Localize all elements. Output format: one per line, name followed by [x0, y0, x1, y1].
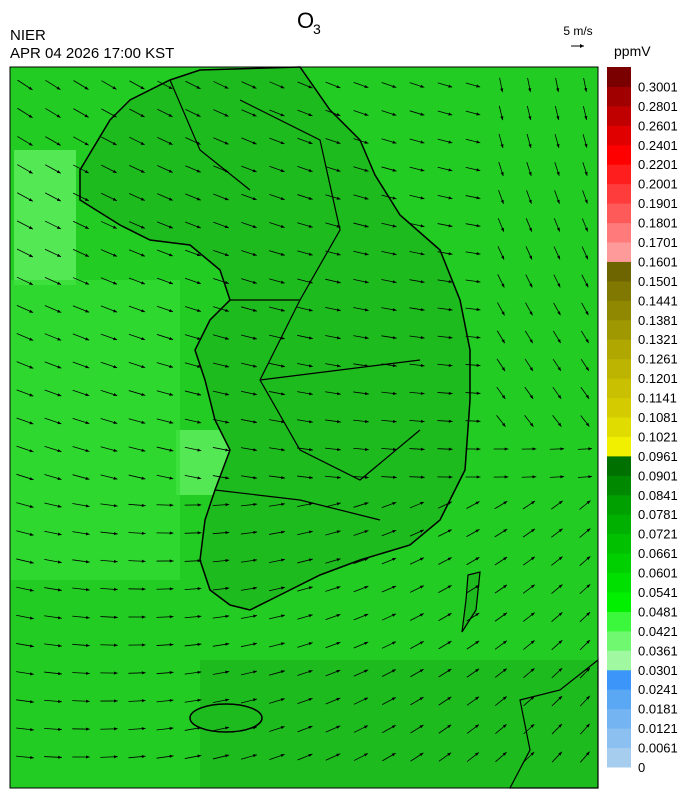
ozone-patch: [10, 280, 180, 580]
datetime: APR 04 2026 17:00 KST: [10, 45, 174, 62]
colorbar-segment: [607, 339, 631, 359]
colorbar-label: 0.0901: [638, 468, 678, 483]
colorbar-segment: [607, 495, 631, 515]
colorbar-label: 0.2001: [638, 177, 678, 192]
colorbar-segment: [607, 281, 631, 301]
colorbar-segment: [607, 106, 631, 126]
colorbar-segment: [607, 456, 631, 476]
colorbar-segment: [607, 378, 631, 398]
colorbar-label: 0.0661: [638, 546, 678, 561]
colorbar-segment: [607, 475, 631, 495]
colorbar-label: 0.0301: [638, 663, 678, 678]
colorbar-label: 0.0601: [638, 566, 678, 581]
colorbar-segment: [607, 670, 631, 690]
colorbar-segment: [607, 748, 631, 768]
colorbar-label: 0.0421: [638, 624, 678, 639]
colorbar-segment: [607, 359, 631, 379]
low-ozone-patch: [14, 150, 76, 285]
colorbar-segment: [607, 145, 631, 165]
colorbar-segment: [607, 689, 631, 709]
colorbar-segment: [607, 573, 631, 593]
colorbar-label: 0.1321: [638, 332, 678, 347]
colorbar-segment: [607, 553, 631, 573]
colorbar-label: 0.1021: [638, 429, 678, 444]
colorbar-label: 0.1081: [638, 410, 678, 425]
colorbar-label: 0.1501: [638, 274, 678, 289]
title: O: [297, 8, 314, 33]
colorbar-segment: [607, 242, 631, 262]
colorbar-segment: [607, 514, 631, 534]
colorbar-segment: [607, 164, 631, 184]
source: NIER: [10, 27, 46, 44]
colorbar-label: 0.0241: [638, 682, 678, 697]
colorbar-label: 0.2601: [638, 118, 678, 133]
colorbar-label: 0.1381: [638, 313, 678, 328]
colorbar-segment: [607, 300, 631, 320]
colorbar-label: 0.0841: [638, 488, 678, 503]
colorbar-label: 0.0121: [638, 721, 678, 736]
colorbar: 0 0.0061 0.0121 0.0181 0.0241 0.0301 0.0361 0.0…: [607, 67, 678, 775]
colorbar-segment: [607, 261, 631, 281]
colorbar-segment: [607, 223, 631, 243]
colorbar-label: 0.1901: [638, 196, 678, 211]
colorbar-label: 0.0181: [638, 702, 678, 717]
colorbar-label: 0.2801: [638, 99, 678, 114]
colorbar-label: 0.0541: [638, 585, 678, 600]
colorbar-segment: [607, 631, 631, 651]
colorbar-segment: [607, 436, 631, 456]
colorbar-segment: [607, 125, 631, 145]
wind-scale-label: 5 m/s: [563, 24, 592, 38]
colorbar-label: 0.0721: [638, 527, 678, 542]
colorbar-label: 0.0961: [638, 449, 678, 464]
colorbar-segment: [607, 728, 631, 748]
colorbar-label: 0.0361: [638, 643, 678, 658]
map: [10, 67, 598, 788]
colorbar-segment: [607, 611, 631, 631]
colorbar-segment: [607, 592, 631, 612]
colorbar-label: 0.1141: [638, 391, 677, 406]
colorbar-segment: [607, 650, 631, 670]
wind-scale-arrowhead: [580, 44, 584, 48]
colorbar-label: 0.1261: [638, 352, 678, 367]
colorbar-label: 0.1601: [638, 254, 678, 269]
colorbar-label: 0.2401: [638, 138, 678, 153]
colorbar-label: 0.3001: [638, 79, 678, 94]
colorbar-label: 0.1801: [638, 216, 678, 231]
colorbar-label: 0.1441: [638, 293, 678, 308]
colorbar-label: 0.0481: [638, 604, 678, 619]
title-subscript: 3: [313, 21, 321, 37]
colorbar-segment: [607, 709, 631, 729]
colorbar-label: 0.0061: [638, 741, 678, 756]
colorbar-segment: [607, 417, 631, 437]
colorbar-segment: [607, 534, 631, 554]
colorbar-segment: [607, 67, 631, 87]
colorbar-label: 0: [638, 760, 645, 775]
colorbar-label: 0.1701: [638, 235, 678, 250]
colorbar-segment: [607, 203, 631, 223]
colorbar-segment: [607, 398, 631, 418]
colorbar-segment: [607, 86, 631, 106]
colorbar-segment: [607, 184, 631, 204]
colorbar-label: 0.0781: [638, 507, 678, 522]
unit-label: ppmV: [614, 43, 651, 59]
colorbar-label: 0.1201: [638, 371, 678, 386]
colorbar-label: 0.2201: [638, 157, 678, 172]
colorbar-segment: [607, 320, 631, 340]
